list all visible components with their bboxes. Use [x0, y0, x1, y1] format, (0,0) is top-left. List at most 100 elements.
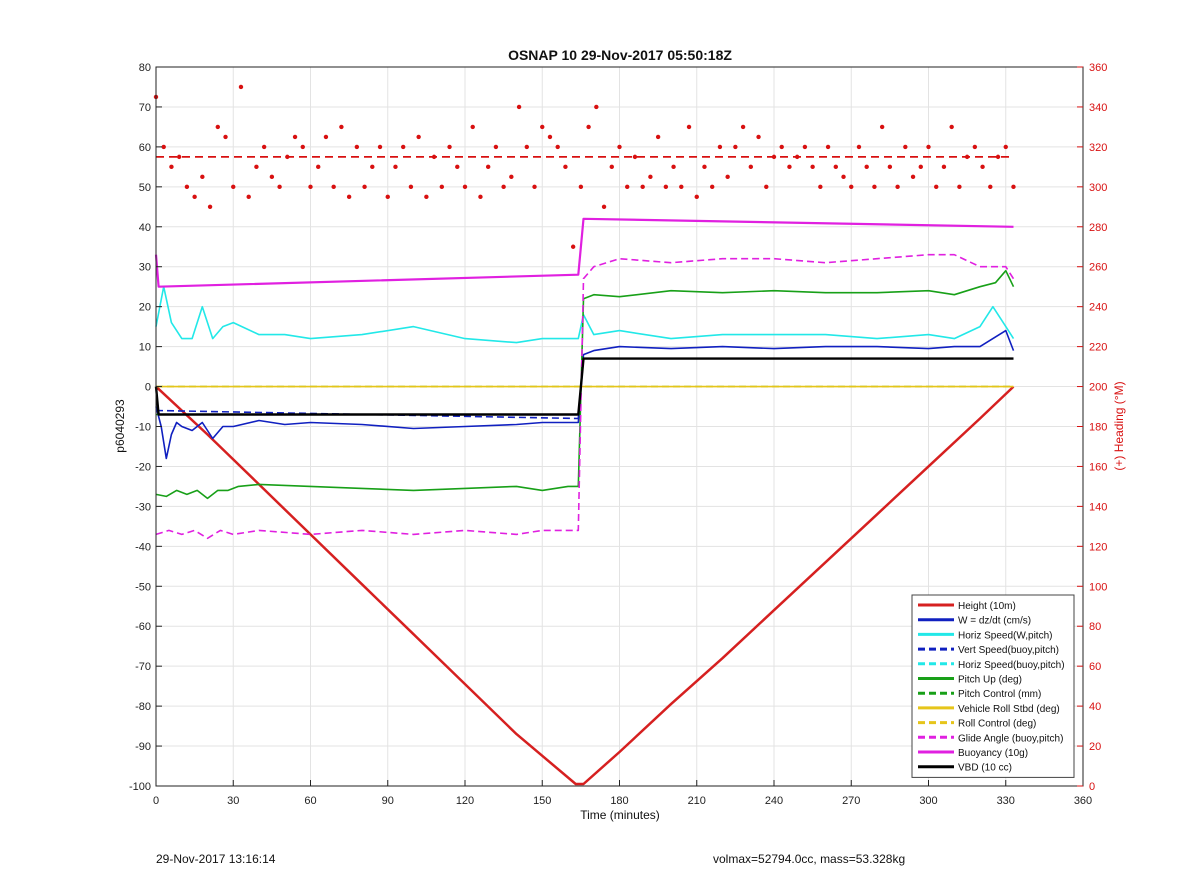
x-tick-label: 0 [153, 795, 159, 807]
heading-point [841, 174, 846, 180]
y-tick-label: 60 [139, 142, 151, 154]
chart-title: OSNAP 10 29-Nov-2017 05:50:18Z [508, 47, 732, 63]
heading-point [864, 164, 869, 170]
heading-point [200, 174, 205, 180]
x-tick-label: 240 [765, 795, 783, 807]
heading-point [570, 244, 576, 249]
heading-point [655, 134, 661, 140]
series-line-3 [155, 357, 1014, 420]
heading-point [748, 164, 754, 170]
y-axis-label: p6040293 [113, 399, 127, 453]
y-tick-label: -80 [135, 701, 151, 713]
heading-point [671, 164, 676, 170]
heading-point [686, 124, 692, 130]
heading-point [710, 184, 715, 190]
y-tick-label: 40 [139, 222, 151, 234]
heading-point [879, 124, 885, 130]
heading-point [648, 174, 653, 180]
y2-tick-label: 140 [1089, 501, 1107, 513]
heading-point [833, 164, 838, 170]
heading-point [941, 164, 947, 170]
heading-point [370, 164, 375, 170]
heading-point [308, 184, 313, 190]
y-tick-label: 0 [145, 382, 151, 394]
legend-label-9: Glide Angle (buoy,pitch) [958, 733, 1063, 744]
heading-point [679, 184, 684, 190]
y2-tick-label: 60 [1089, 661, 1101, 673]
heading-point [424, 194, 429, 200]
y2-tick-label: 260 [1089, 262, 1107, 274]
heading-point [934, 184, 939, 190]
heading-point [362, 184, 367, 190]
y-tick-label: 70 [139, 102, 151, 114]
y2-tick-label: 180 [1089, 422, 1107, 434]
heading-point [617, 144, 622, 150]
heading-point [972, 144, 978, 150]
heading-point [733, 144, 738, 150]
heading-point [849, 184, 854, 190]
heading-point [663, 184, 669, 190]
legend-box [911, 594, 1075, 778]
x-tick-label: 180 [610, 795, 628, 807]
y-tick-label: -10 [135, 422, 151, 434]
series-layer [154, 217, 1015, 786]
heading-point [207, 204, 213, 210]
series-line-1 [155, 329, 1015, 460]
x-axis-label: Time (minutes) [580, 808, 660, 822]
x-tick-label: 150 [533, 795, 551, 807]
heading-point [462, 184, 468, 190]
x-tick-label: 60 [304, 795, 316, 807]
heading-point [516, 104, 522, 110]
y2-tick-label: 160 [1089, 461, 1107, 473]
heading-point [184, 184, 190, 190]
heading-point [903, 144, 908, 150]
legend-label-1: W = dz/dt (cm/s) [958, 616, 1031, 627]
y2-tick-label: 240 [1089, 302, 1107, 314]
heading-point [261, 144, 267, 150]
y-tick-label: -90 [135, 741, 151, 753]
heading-point [231, 184, 236, 190]
y2-tick-label: 40 [1089, 701, 1101, 713]
heading-point [918, 164, 923, 170]
heading-point [323, 134, 329, 140]
heading-point [988, 184, 993, 190]
heading-point [223, 134, 228, 140]
heading-point [485, 164, 491, 170]
y2-tick-label: 280 [1089, 222, 1107, 234]
y-tick-label: -70 [135, 661, 151, 673]
y2-tick-label: 300 [1089, 182, 1107, 194]
heading-point [895, 184, 900, 190]
y2-tick-label: 100 [1089, 581, 1107, 593]
heading-point [632, 154, 638, 160]
heading-point [702, 164, 707, 170]
heading-point [439, 184, 445, 190]
heading-point [825, 144, 831, 150]
heading-point [764, 184, 769, 190]
legend-label-2: Horiz Speed(W,pitch) [958, 630, 1052, 641]
legend-label-3: Vert Speed(buoy,pitch) [958, 645, 1059, 656]
heading-point [254, 164, 259, 170]
y-tick-label: -30 [135, 501, 151, 513]
legend-label-0: Height (10m) [958, 601, 1016, 612]
y-tick-label: 50 [139, 182, 151, 194]
heading-point [980, 164, 985, 170]
heading-point [1003, 144, 1008, 150]
heading-point [447, 144, 452, 150]
heading-point [161, 144, 166, 150]
x-tick-label: 210 [688, 795, 706, 807]
heading-point [215, 124, 220, 130]
heading-point [926, 144, 931, 150]
y2-tick-label: 0 [1089, 781, 1095, 793]
legend-label-4: Horiz Speed(buoy,pitch) [958, 660, 1065, 671]
x-tick-label: 90 [382, 795, 394, 807]
y2-tick-label: 80 [1089, 621, 1101, 633]
heading-point [872, 184, 877, 190]
heading-point [532, 184, 537, 190]
heading-point [586, 124, 591, 130]
heading-point [176, 154, 182, 160]
footer-volmax-mass: volmax=52794.0cc, mass=53.328kg [713, 852, 906, 866]
heading-point [540, 124, 545, 130]
heading-point [910, 174, 916, 180]
legend-label-7: Vehicle Roll Stbd (deg) [958, 704, 1060, 715]
y2-tick-label: 20 [1089, 741, 1101, 753]
